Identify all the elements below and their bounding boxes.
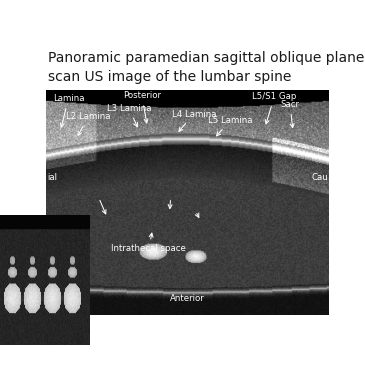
Text: scan US image of the lumbar spine: scan US image of the lumbar spine [48, 70, 291, 84]
Text: Panoramic paramedian sagittal oblique plane: Panoramic paramedian sagittal oblique pl… [48, 51, 364, 65]
Text: ial: ial [47, 173, 57, 182]
Text: L5 Lamina: L5 Lamina [208, 116, 253, 136]
Text: Posterior: Posterior [123, 91, 161, 123]
Text: Lamina: Lamina [53, 94, 84, 127]
Text: Anterior: Anterior [170, 294, 204, 303]
Text: L5/S1 Gap: L5/S1 Gap [252, 92, 296, 124]
Text: L4 Lamina: L4 Lamina [172, 110, 216, 131]
Text: Sacr: Sacr [280, 100, 299, 128]
Text: Intrathecal space: Intrathecal space [111, 233, 186, 253]
Text: L3 Lamina: L3 Lamina [107, 104, 151, 127]
Text: L2 Lamina: L2 Lamina [66, 112, 111, 135]
Text: Cau: Cau [311, 173, 328, 182]
